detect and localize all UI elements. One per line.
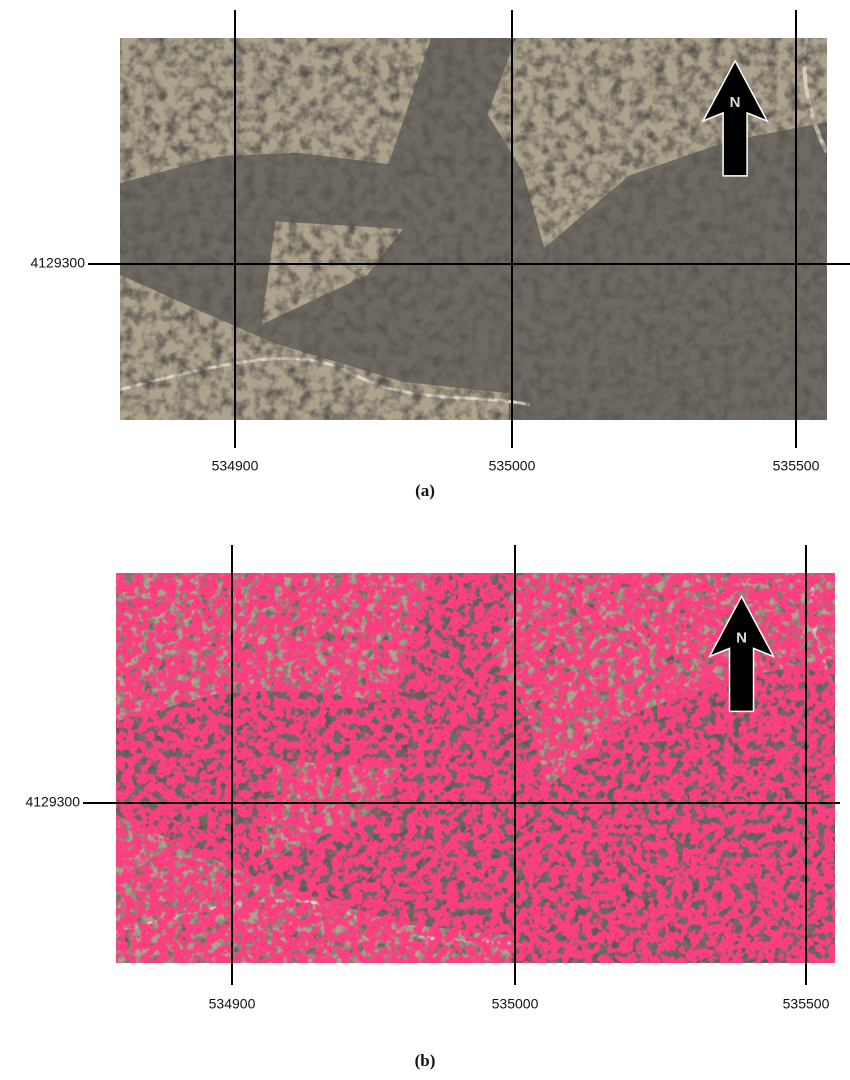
easting-label: 535000 [492, 996, 539, 1012]
north-label: N [730, 94, 741, 111]
northing-label: 4129300 [30, 255, 85, 271]
caption: (b) [415, 1051, 436, 1070]
easting-label: 534900 [212, 458, 259, 474]
easting-label: 535500 [773, 458, 820, 474]
easting-label: 534900 [209, 996, 256, 1012]
northing-label: 4129300 [25, 794, 80, 810]
figure: N 534900 535000 535500 4129300 (a) N 534900 5350… [0, 0, 850, 1075]
page: N 534900 535000 535500 4129300 (a) N 534900 5350… [0, 0, 850, 1075]
easting-label: 535000 [489, 458, 536, 474]
caption: (a) [415, 481, 435, 500]
panel: N 534900 535000 535500 4129300 (b) [25, 545, 840, 1070]
north-label: N [736, 629, 747, 646]
easting-label: 535500 [783, 996, 830, 1012]
panel: N 534900 535000 535500 4129300 (a) [30, 10, 850, 500]
